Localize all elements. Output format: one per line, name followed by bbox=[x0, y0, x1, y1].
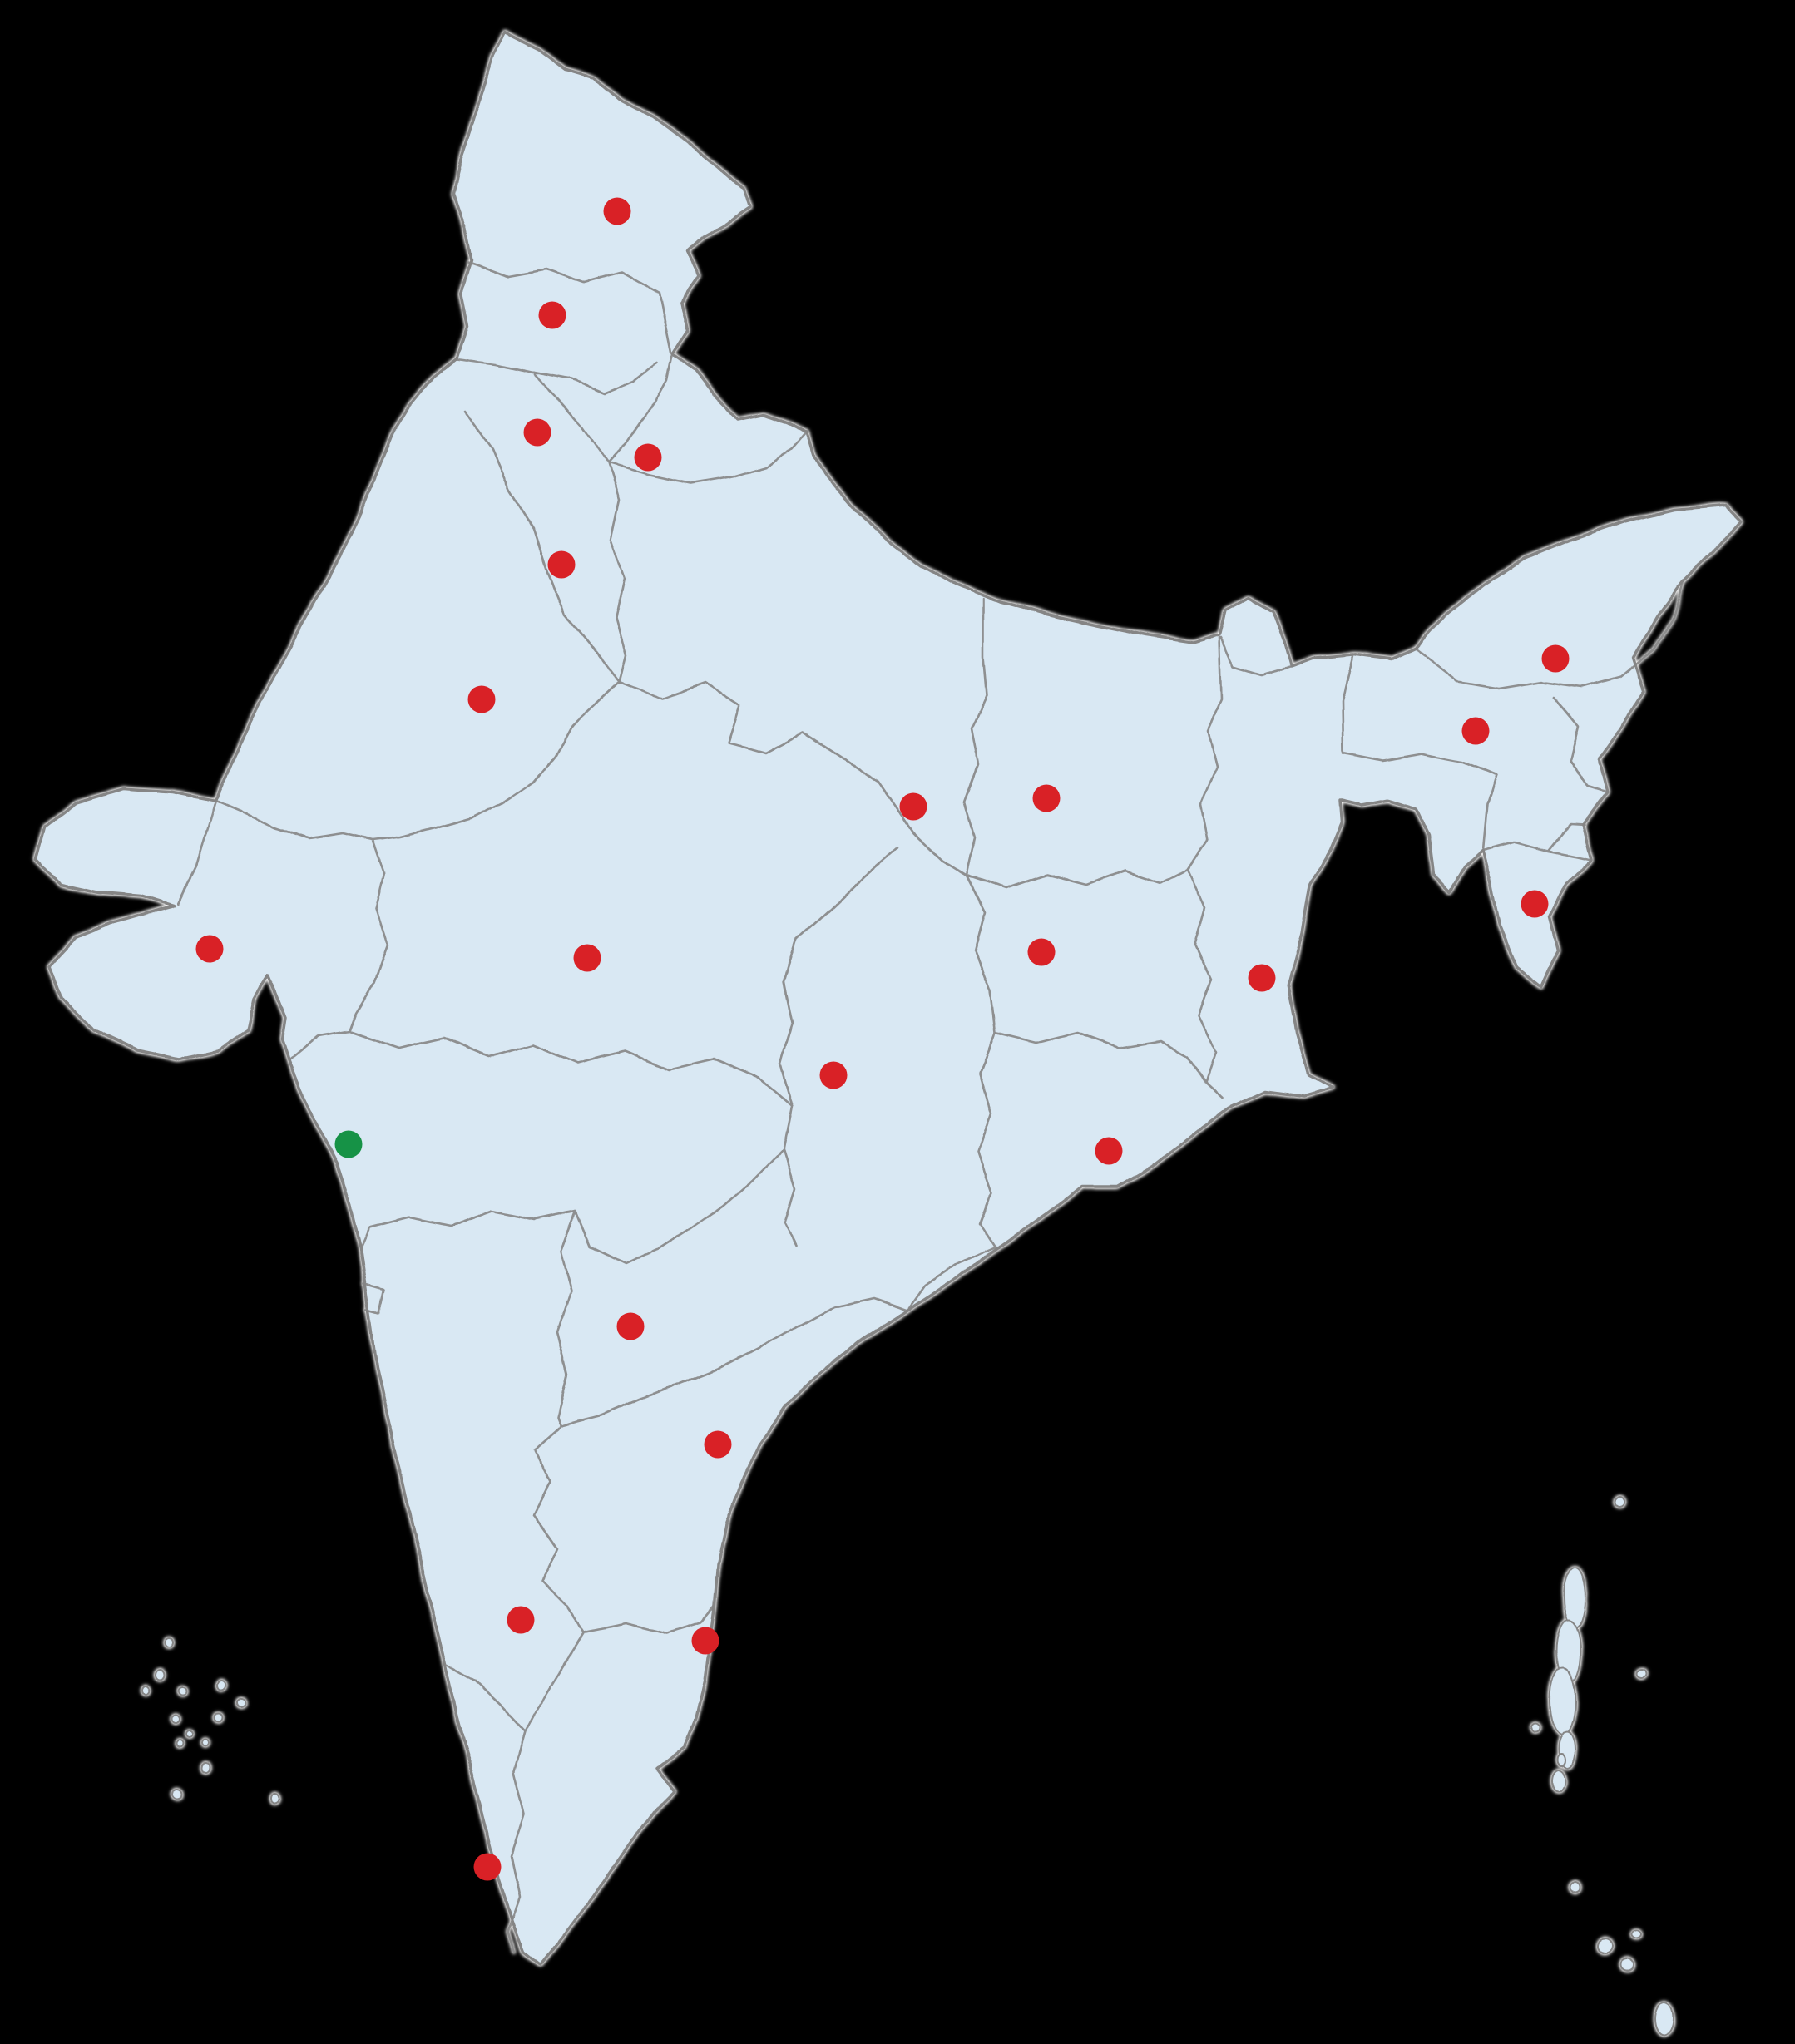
lakshadweep-island bbox=[216, 1681, 226, 1692]
location-dot-telangana bbox=[616, 1312, 645, 1340]
location-dot-jammu-kashmir bbox=[603, 197, 631, 225]
nicobar-island bbox=[1597, 1938, 1614, 1953]
lakshadweep-island bbox=[170, 1715, 180, 1725]
location-dot-karnataka bbox=[507, 1606, 535, 1634]
location-dot-chhattisgarh bbox=[819, 1061, 848, 1089]
nicobar-island bbox=[1570, 1883, 1582, 1894]
location-dot-west-bengal bbox=[1248, 964, 1276, 992]
location-dot-tamil-nadu bbox=[691, 1627, 719, 1655]
nicobar-island bbox=[1631, 1930, 1643, 1940]
location-dot-rajasthan bbox=[467, 685, 496, 713]
lakshadweep-island bbox=[163, 1637, 173, 1648]
islands-group bbox=[142, 1495, 1674, 2037]
lakshadweep-island bbox=[156, 1669, 166, 1681]
location-dot-andhra-pradesh bbox=[704, 1430, 732, 1459]
lakshadweep-island bbox=[176, 1740, 184, 1748]
location-dot-maharashtra bbox=[334, 1130, 363, 1158]
lakshadweep-island bbox=[185, 1730, 193, 1739]
location-dot-uttar-pradesh bbox=[899, 792, 927, 821]
location-dot-gujarat bbox=[195, 935, 224, 963]
lakshadweep-island bbox=[142, 1686, 151, 1696]
location-dot-haryana-delhi bbox=[547, 550, 576, 579]
landmass-group bbox=[34, 32, 1743, 2037]
location-dot-himachal bbox=[538, 301, 566, 329]
andaman-island bbox=[1563, 1567, 1586, 1628]
location-dot-madhya-pradesh bbox=[573, 944, 601, 972]
lakshadweep-island bbox=[201, 1740, 210, 1748]
lakshadweep-island bbox=[200, 1763, 210, 1775]
location-dot-assam bbox=[1461, 717, 1490, 745]
state-borders bbox=[176, 260, 1685, 1954]
lakshadweep-island bbox=[215, 1714, 225, 1724]
location-dot-uttarakhand bbox=[634, 443, 662, 472]
andaman-island bbox=[1556, 1754, 1566, 1767]
landmass-halo-group bbox=[34, 32, 1743, 2037]
location-dot-mizoram-area bbox=[1521, 890, 1549, 918]
location-dot-kerala bbox=[473, 1853, 502, 1881]
andaman-island bbox=[1615, 1495, 1626, 1507]
lakshadweep-island bbox=[171, 1788, 183, 1800]
lakshadweep-island bbox=[236, 1698, 246, 1708]
location-dot-jharkhand bbox=[1027, 938, 1056, 966]
andaman-island bbox=[1531, 1722, 1541, 1732]
location-dot-punjab bbox=[523, 418, 551, 447]
nicobar-island bbox=[1654, 2002, 1674, 2037]
location-dot-bihar bbox=[1032, 784, 1061, 812]
nicobar-island bbox=[1550, 1770, 1565, 1793]
nicobar-island bbox=[1620, 1958, 1635, 1972]
location-dot-arunachal bbox=[1541, 644, 1570, 673]
andaman-island bbox=[1635, 1669, 1647, 1679]
lakshadweep-island bbox=[177, 1686, 187, 1696]
location-dot-odisha bbox=[1095, 1137, 1123, 1165]
andaman-island bbox=[1550, 1667, 1576, 1735]
markers-layer bbox=[195, 197, 1570, 1881]
india-outline bbox=[34, 32, 1743, 1967]
lakshadweep-island bbox=[270, 1793, 280, 1805]
